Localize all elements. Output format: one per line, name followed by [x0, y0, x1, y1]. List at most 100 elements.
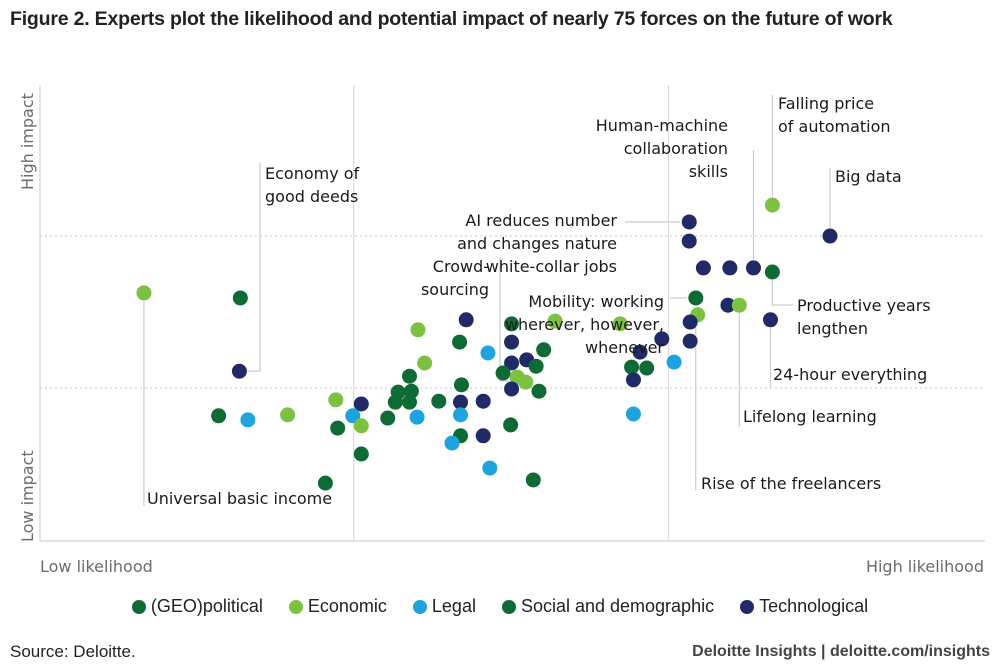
- data-point-tec[interactable]: [682, 314, 698, 330]
- data-point-tec[interactable]: [353, 396, 369, 412]
- annotation-label: 24-hour everything: [773, 365, 927, 384]
- data-point-eco[interactable]: [731, 297, 747, 313]
- data-point-tec[interactable]: [695, 260, 711, 276]
- data-point-leg[interactable]: [482, 460, 498, 476]
- annotation-label: sourcing: [421, 280, 489, 299]
- data-point-soc[interactable]: [688, 290, 704, 306]
- legend-item-legal[interactable]: Legal: [412, 596, 476, 617]
- data-point-tec[interactable]: [632, 344, 648, 360]
- legend-item-technological[interactable]: Technological: [740, 596, 868, 617]
- data-point-leg[interactable]: [409, 409, 425, 425]
- data-point-eco[interactable]: [280, 407, 296, 423]
- data-point-eco[interactable]: [764, 197, 780, 213]
- data-point-leg[interactable]: [666, 354, 682, 370]
- data-point-eco[interactable]: [417, 355, 433, 371]
- annotation-label: AI reduces number: [465, 211, 617, 230]
- data-point-soc[interactable]: [353, 446, 369, 462]
- data-point-tec[interactable]: [453, 394, 469, 410]
- data-point-soc[interactable]: [764, 264, 780, 280]
- data-point-soc[interactable]: [380, 410, 396, 426]
- data-point-tec[interactable]: [625, 372, 641, 388]
- data-point-tec[interactable]: [681, 233, 697, 249]
- source-note: Source: Deloitte.: [10, 642, 136, 661]
- legend-label: Technological: [759, 596, 869, 616]
- data-point-soc[interactable]: [211, 408, 227, 424]
- y-axis-label-low: Low impact: [18, 450, 37, 542]
- data-point-tec[interactable]: [504, 381, 520, 397]
- annotation-leader-line: [247, 163, 261, 372]
- annotation-label: Falling price: [778, 94, 874, 113]
- annotation-label: collaboration: [624, 139, 728, 158]
- legend-swatch: [288, 599, 303, 614]
- data-point-leg[interactable]: [240, 412, 256, 428]
- data-point-leg[interactable]: [444, 435, 460, 451]
- data-point-leg[interactable]: [345, 408, 361, 424]
- legend-item-geopolitical[interactable]: (GEO)political: [131, 596, 263, 617]
- data-point-soc[interactable]: [525, 472, 541, 488]
- grid-lines: [40, 85, 985, 541]
- legend-swatch: [412, 599, 427, 614]
- annotation-label: good deeds: [265, 187, 358, 206]
- data-point-soc[interactable]: [401, 368, 417, 384]
- data-point-tec[interactable]: [762, 312, 778, 328]
- data-point-leg[interactable]: [480, 345, 496, 361]
- legend-label: Social and demographic: [520, 596, 715, 616]
- data-point-tec[interactable]: [654, 331, 670, 347]
- data-point-tec[interactable]: [475, 428, 491, 444]
- data-point-tec[interactable]: [720, 297, 736, 313]
- data-point-tec[interactable]: [504, 334, 520, 350]
- annotation-label: Productive years: [797, 296, 931, 315]
- annotation-label: Universal basic income: [147, 489, 332, 508]
- data-point-soc[interactable]: [232, 290, 248, 306]
- annotation-label: wherever, however,: [505, 315, 664, 334]
- data-point-soc[interactable]: [431, 393, 447, 409]
- data-point-tec[interactable]: [745, 260, 761, 276]
- data-point-tec[interactable]: [822, 228, 838, 244]
- data-point-tec[interactable]: [475, 393, 491, 409]
- data-point-soc[interactable]: [639, 360, 655, 376]
- legend: (GEO)political Economic Legal Social and…: [0, 596, 1000, 617]
- annotation-label: skills: [689, 162, 728, 181]
- annotation-label: Economy of: [265, 164, 360, 183]
- data-point-soc[interactable]: [528, 358, 544, 374]
- annotation-label: lengthen: [797, 319, 868, 338]
- annotation-leader-lines: [143, 95, 831, 506]
- data-point-soc[interactable]: [536, 342, 552, 358]
- data-point-eco[interactable]: [612, 316, 628, 332]
- credit-link[interactable]: Deloitte Insights | deloitte.com/insight…: [692, 643, 990, 660]
- data-point-soc[interactable]: [387, 394, 403, 410]
- data-point-eco[interactable]: [328, 392, 344, 408]
- data-point-leg[interactable]: [625, 406, 641, 422]
- legend-item-economic[interactable]: Economic: [288, 596, 387, 617]
- data-point-leg[interactable]: [453, 407, 469, 423]
- x-axis-label-high: High likelihood: [866, 557, 984, 576]
- data-point-soc[interactable]: [452, 334, 468, 350]
- annotation-label: and changes nature: [457, 234, 617, 253]
- data-point-soc[interactable]: [495, 365, 511, 381]
- chart-title: Figure 2. Experts plot the likelihood an…: [10, 8, 893, 30]
- legend-label: (GEO)political: [150, 596, 263, 616]
- data-point-tec[interactable]: [682, 333, 698, 349]
- data-point-eco[interactable]: [136, 285, 152, 301]
- data-point-soc[interactable]: [453, 377, 469, 393]
- data-point-eco[interactable]: [547, 313, 563, 329]
- legend-swatch: [131, 599, 146, 614]
- annotation-label: Big data: [835, 167, 902, 186]
- data-point-soc[interactable]: [317, 475, 333, 491]
- data-point-tec[interactable]: [504, 355, 520, 371]
- data-point-soc[interactable]: [624, 359, 640, 375]
- data-point-eco[interactable]: [410, 322, 426, 338]
- legend-label: Legal: [431, 596, 476, 616]
- data-point-soc[interactable]: [504, 316, 520, 332]
- data-point-eco[interactable]: [518, 374, 534, 390]
- data-point-eco[interactable]: [353, 418, 369, 434]
- data-point-soc[interactable]: [531, 383, 547, 399]
- data-point-soc[interactable]: [330, 420, 346, 436]
- data-point-soc[interactable]: [401, 394, 417, 410]
- data-point-tec[interactable]: [681, 214, 697, 230]
- data-point-soc[interactable]: [503, 417, 519, 433]
- data-point-tec[interactable]: [722, 260, 738, 276]
- data-point-tec[interactable]: [231, 363, 247, 379]
- legend-item-social[interactable]: Social and demographic: [501, 596, 715, 617]
- data-point-tec[interactable]: [458, 312, 474, 328]
